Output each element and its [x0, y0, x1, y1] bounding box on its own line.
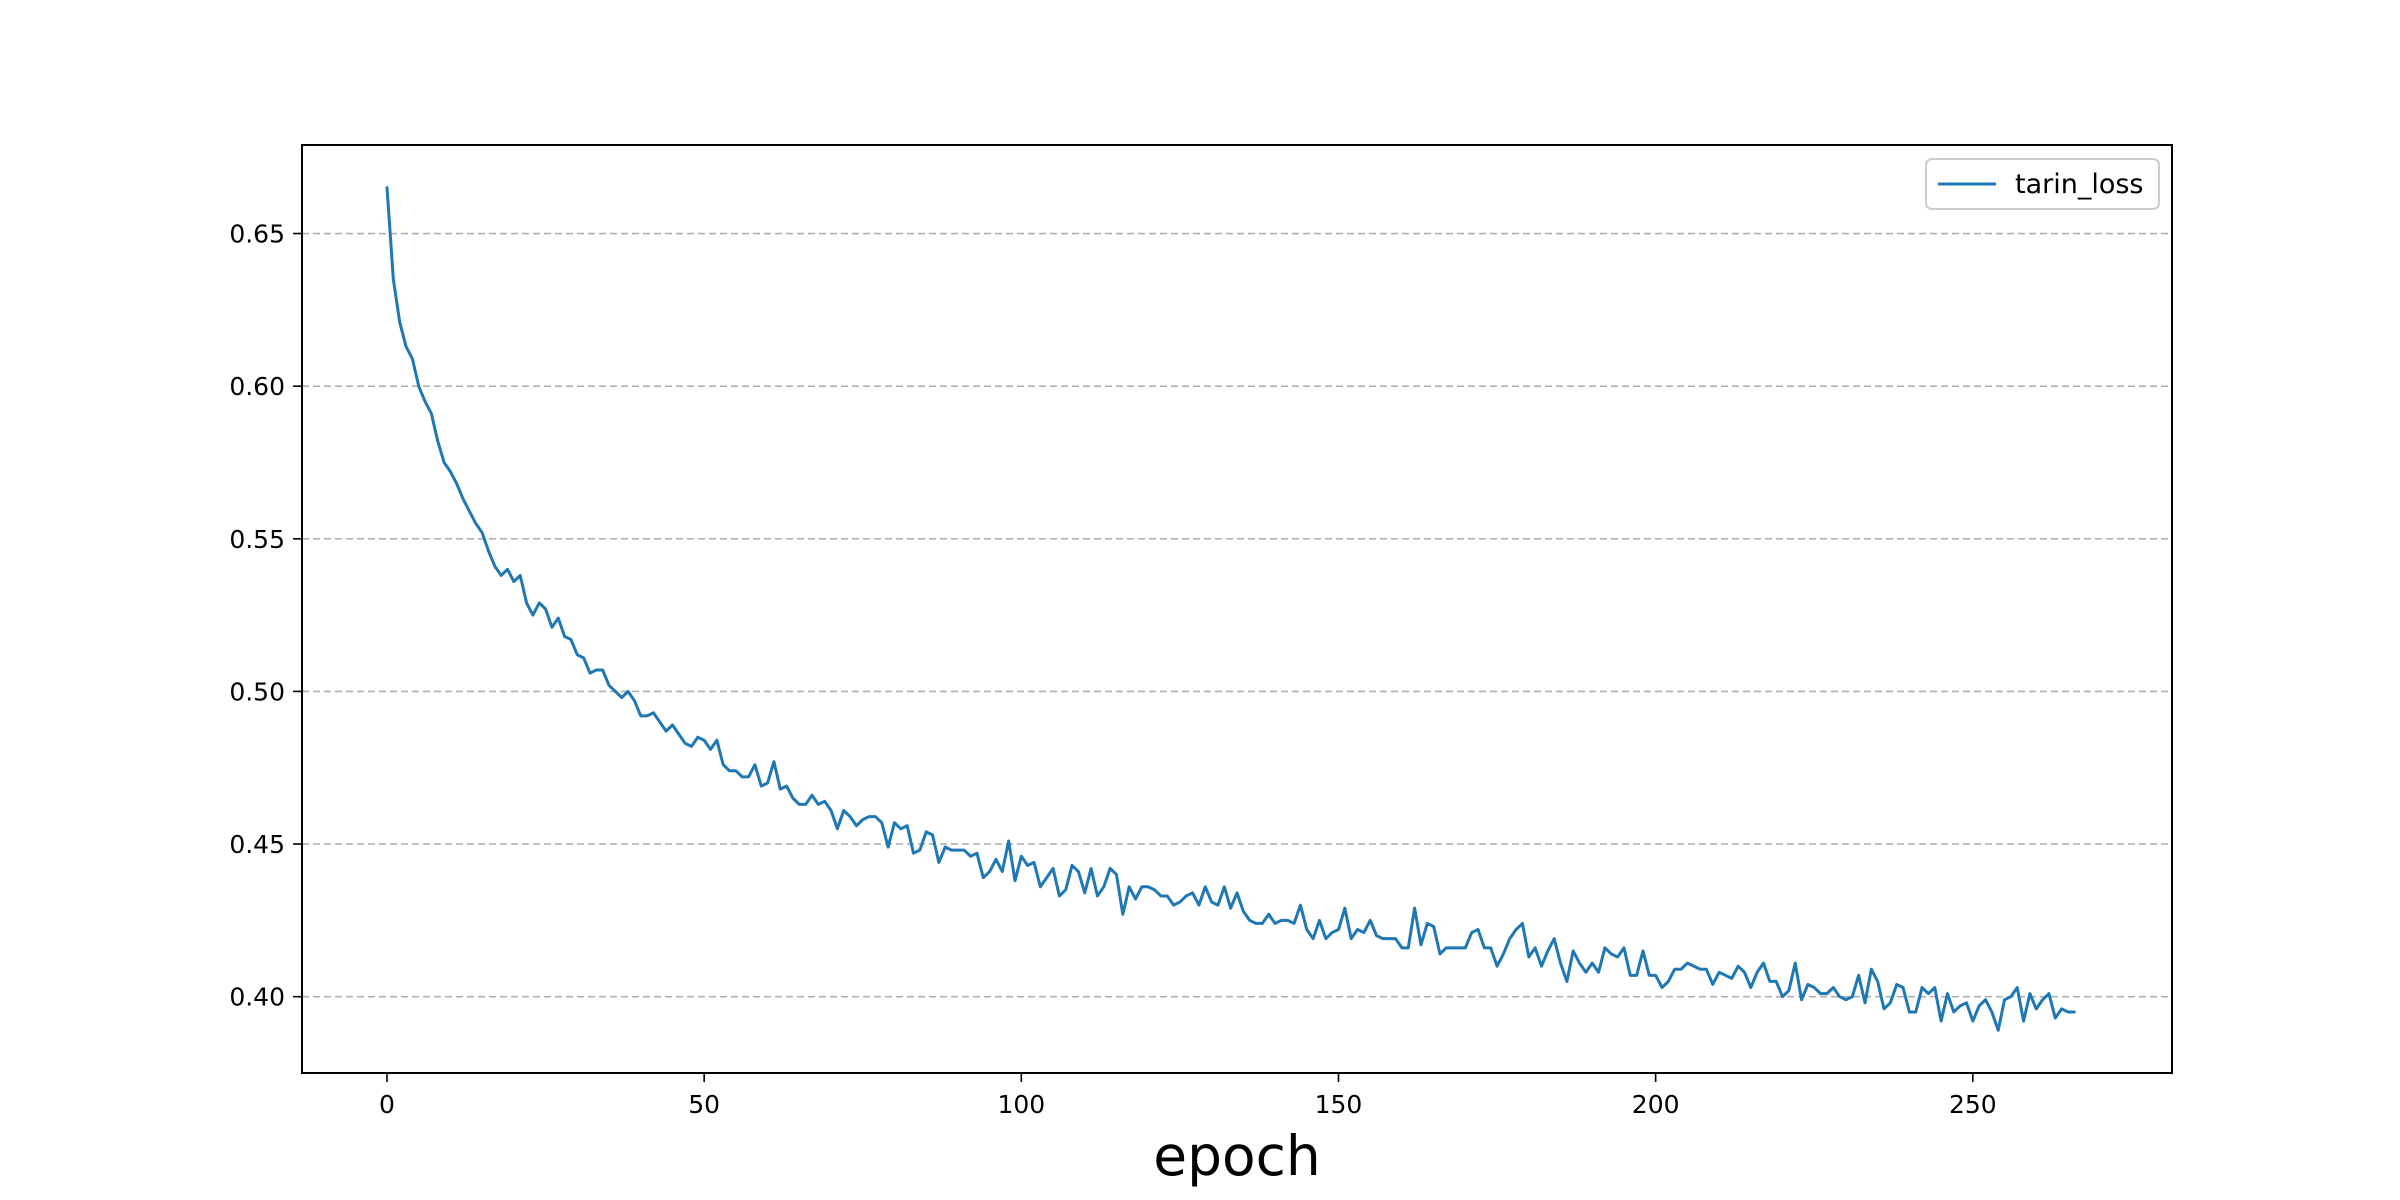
x-tick-label: 0	[379, 1090, 395, 1119]
plot-area	[385, 186, 2076, 1032]
legend-box	[1925, 158, 2160, 210]
y-tick-label: 0.65	[229, 220, 285, 249]
y-tick-label: 0.60	[229, 372, 285, 401]
y-tick-label: 0.45	[229, 830, 285, 859]
x-axis-ticks: 0 50 100 150 200 250	[379, 1073, 1997, 1119]
y-grid-lines	[302, 232, 2172, 998]
x-axis-title: epoch	[1153, 1124, 1321, 1188]
y-tick-label: 0.55	[229, 525, 285, 554]
y-axis-ticks: 0.40 0.45 0.50 0.55 0.60 0.65	[229, 220, 302, 1012]
y-tick-label: 0.40	[229, 983, 285, 1012]
axes-frame	[301, 144, 2173, 1074]
y-tick-label: 0.50	[229, 677, 285, 706]
x-tick-label: 200	[1632, 1090, 1680, 1119]
legend: tarin_loss	[1925, 158, 2160, 210]
series-line-tarin-loss	[385, 186, 2076, 1032]
x-tick-label: 50	[688, 1090, 720, 1119]
x-tick-label: 250	[1949, 1090, 1997, 1119]
x-tick-label: 150	[1315, 1090, 1363, 1119]
legend-label: tarin_loss	[2015, 169, 2144, 200]
x-tick-label: 100	[997, 1090, 1045, 1119]
